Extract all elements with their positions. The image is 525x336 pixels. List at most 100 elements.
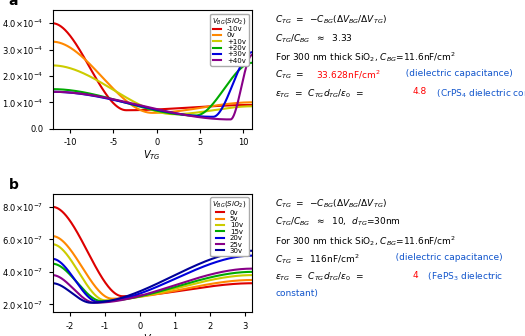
+30v [183,113,189,117]
+20v [200,111,206,115]
X-axis label: $V_{TG}$: $V_{TG}$ [143,148,161,162]
Text: 4: 4 [413,271,418,280]
+20v [183,113,189,117]
0v [101,279,107,283]
30v [49,281,56,285]
0v [200,285,206,289]
25v [183,280,190,284]
Text: 33.628nF/cm$^2$: 33.628nF/cm$^2$ [317,69,381,81]
-10v [183,106,190,110]
+20v [167,111,173,115]
25v [200,275,206,279]
+10v [140,104,146,108]
+20v [85,91,91,95]
20v [95,300,101,304]
+40v [167,110,173,114]
20v [167,279,174,283]
+40v [85,93,91,97]
Line: 5v: 5v [52,236,252,299]
+30v [167,111,173,115]
25v [49,273,56,277]
5v [101,293,107,297]
Line: 20v: 20v [52,256,252,302]
-10v [101,89,107,93]
+30v [101,96,107,100]
Text: $\varepsilon_{TG}$  =  $C_{TG}$$d_{TG}$/$\varepsilon_0$  =: $\varepsilon_{TG}$ = $C_{TG}$$d_{TG}$/$\… [275,87,368,100]
+10v [167,112,173,116]
25v [167,285,174,289]
Line: 25v: 25v [52,268,252,303]
Line: 30v: 30v [52,251,252,303]
+40v [249,53,255,57]
+40v [200,116,206,120]
-10v [49,21,56,25]
Text: $C_{TG}$  =  $-C_{BG}$($\Delta V_{BG}$/$\Delta V_{TG}$): $C_{TG}$ = $-C_{BG}$($\Delta V_{BG}$/$\D… [275,14,387,26]
0v [85,250,91,254]
+20v [140,106,146,110]
0v [140,109,146,113]
5v [140,294,146,298]
0v [167,110,174,114]
20v [49,257,56,261]
Y-axis label: $I_{DS}$: $I_{DS}$ [0,62,1,77]
Line: 0v: 0v [52,42,252,113]
-10v [85,62,91,66]
0v [149,111,155,115]
-10v [249,103,255,107]
Legend: -10v, 0v, +10v, +20v, +30v, +40v: -10v, 0v, +10v, +20v, +30v, +40v [211,13,249,66]
30v [140,288,146,292]
Text: b: b [8,177,18,192]
Text: $\varepsilon_{TG}$  =  $C_{TG}$$d_{TG}$/$\varepsilon_0$  =: $\varepsilon_{TG}$ = $C_{TG}$$d_{TG}$/$\… [275,271,368,284]
30v [183,268,190,272]
15v [101,299,107,303]
30v [200,260,206,264]
+40v [140,104,146,108]
Line: +10v: +10v [52,66,252,114]
10v [140,294,146,298]
15v [249,270,255,274]
Line: 0v: 0v [52,207,252,296]
Text: For 300 nm thick SiO$_2$, $C_{BG}$=11.6nF/cm$^2$: For 300 nm thick SiO$_2$, $C_{BG}$=11.6n… [275,50,456,64]
+40v [49,90,56,94]
5v [85,274,91,278]
+20v [192,114,198,118]
30v [167,275,174,279]
Text: (dielectric capacitance): (dielectric capacitance) [400,69,513,78]
Text: $C_{TG}$  =  116nF/cm$^2$: $C_{TG}$ = 116nF/cm$^2$ [275,253,360,266]
+10v [101,82,107,86]
0v [140,293,146,297]
0v [101,77,107,81]
+30v [85,93,91,97]
+30v [249,50,255,54]
30v [249,249,255,253]
X-axis label: $V_{TG}$: $V_{TG}$ [143,332,161,336]
10v [85,284,91,288]
Text: constant): constant) [275,289,318,298]
25v [85,299,91,303]
Text: $C_{TG}$/$C_{BG}$  $\approx$  10,  $d_{TG}$=30nm: $C_{TG}$/$C_{BG}$ $\approx$ 10, $d_{TG}$… [275,216,401,228]
30v [85,300,91,304]
+10v [49,64,56,68]
Line: 10v: 10v [52,244,252,300]
+40v [227,117,233,121]
+30v [209,115,216,119]
20v [249,254,255,258]
Text: a: a [8,0,18,8]
Line: -10v: -10v [52,23,252,110]
20v [140,290,146,294]
15v [140,294,146,298]
5v [200,283,206,287]
30v [101,300,107,304]
0v [183,288,190,292]
Text: For 300 nm thick SiO$_2$, $C_{BG}$=11.6nF/cm$^2$: For 300 nm thick SiO$_2$, $C_{BG}$=11.6n… [275,234,456,248]
Line: +40v: +40v [52,55,252,119]
25v [91,301,98,305]
15v [85,292,91,296]
Y-axis label: $I_{DS}$: $I_{DS}$ [0,246,1,260]
0v [183,108,190,112]
25v [140,293,146,297]
Text: $C_{TG}$  =: $C_{TG}$ = [275,69,309,81]
0v [49,205,56,209]
10v [167,288,174,292]
15v [49,262,56,266]
